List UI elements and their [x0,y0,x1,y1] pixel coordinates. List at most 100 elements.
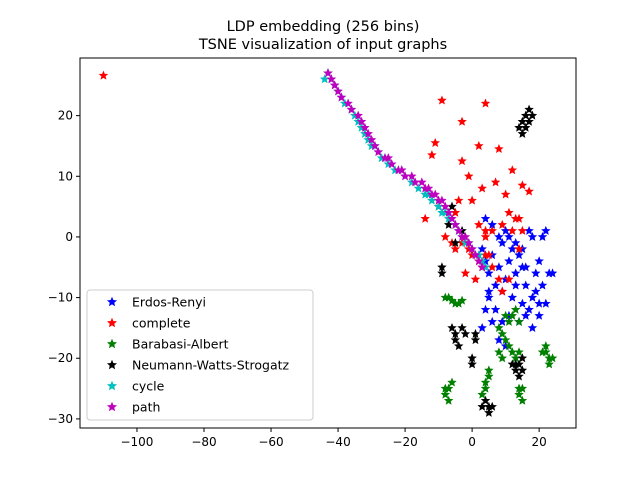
data-point [500,335,511,345]
data-point [517,128,528,138]
data-point [457,156,467,166]
data-point [453,341,464,351]
data-point [353,110,363,120]
x-tick-label: −20 [392,435,417,449]
y-tick-label: −30 [48,412,73,426]
data-point [470,335,481,345]
data-point [484,407,494,417]
data-point [524,304,534,314]
legend-marker [106,359,118,370]
data-point [534,256,544,266]
data-point [467,244,477,254]
data-point [510,268,521,278]
data-point [524,186,534,196]
data-point [520,280,531,290]
data-point [470,274,481,284]
data-point [527,292,538,302]
y-tick-label: 20 [58,109,73,123]
points-layer [98,68,558,417]
data-point [527,110,538,120]
legend-label: Barabasi-Albert [132,337,229,352]
data-point [457,116,467,126]
data-point [407,171,417,181]
data-point [484,250,494,260]
data-point [484,268,494,278]
series-barabasi-albert [440,292,558,405]
data-point [497,286,508,296]
data-point [520,310,531,320]
y-tick-label: 10 [58,169,73,183]
data-point [484,371,494,381]
data-point [440,201,451,211]
legend-label: path [132,400,160,415]
data-point [517,180,528,190]
data-point [370,140,380,150]
data-point [450,219,461,229]
x-tick-label: −80 [191,435,216,449]
data-point [480,304,491,314]
data-point [500,189,511,199]
data-point [537,231,548,241]
data-point [427,150,437,160]
data-point [464,171,474,181]
data-point [510,280,521,290]
data-point [504,274,514,284]
data-point [504,231,514,241]
data-point [497,328,507,339]
legend-marker [106,296,118,307]
legend-entry: Erdos-Renyi [106,295,206,310]
data-point [430,137,440,147]
data-point [484,365,494,375]
data-point [490,177,501,187]
data-point [480,231,491,241]
data-point [507,359,518,369]
data-point [474,256,484,266]
data-point [474,140,484,150]
data-point [460,329,471,339]
data-point [531,286,541,296]
data-point [514,371,524,381]
data-point [487,401,497,411]
data-point [443,207,454,217]
plot-frame [79,57,577,429]
data-point [480,395,491,405]
data-point [383,153,394,163]
data-point [504,256,514,266]
data-point [547,268,558,278]
data-point [517,225,528,235]
data-point [517,395,528,405]
data-point [490,304,501,314]
data-point [487,316,497,326]
data-point [484,292,494,302]
data-point [437,268,447,278]
data-point [477,244,487,254]
data-point [507,310,518,320]
data-point [323,68,333,78]
legend-entry: cycle [106,379,165,394]
data-point [497,219,507,229]
legend-label: Neumann-Watts-Strogatz [132,358,290,373]
legend-label: complete [132,316,191,331]
data-point [477,389,487,399]
data-point [480,98,491,108]
x-tick-label: −40 [325,435,350,449]
y-tick-label: 0 [65,230,73,244]
data-point [329,80,340,90]
data-point [527,231,538,241]
data-point [464,238,474,248]
data-point [537,280,548,290]
data-point [520,122,531,132]
legend: Erdos-Renyi complete Barabasi-Albert Neuman… [86,289,314,421]
data-point [420,213,430,223]
data-point [524,116,534,126]
data-point [510,365,521,375]
legend-entry: Barabasi-Albert [106,337,229,352]
legend-marker [106,380,118,391]
legend-entry: path [106,400,160,415]
data-point [514,250,524,260]
y-tick-label: −20 [48,351,73,365]
data-point [477,401,487,411]
data-point [514,383,524,393]
legend-marker [106,317,118,328]
